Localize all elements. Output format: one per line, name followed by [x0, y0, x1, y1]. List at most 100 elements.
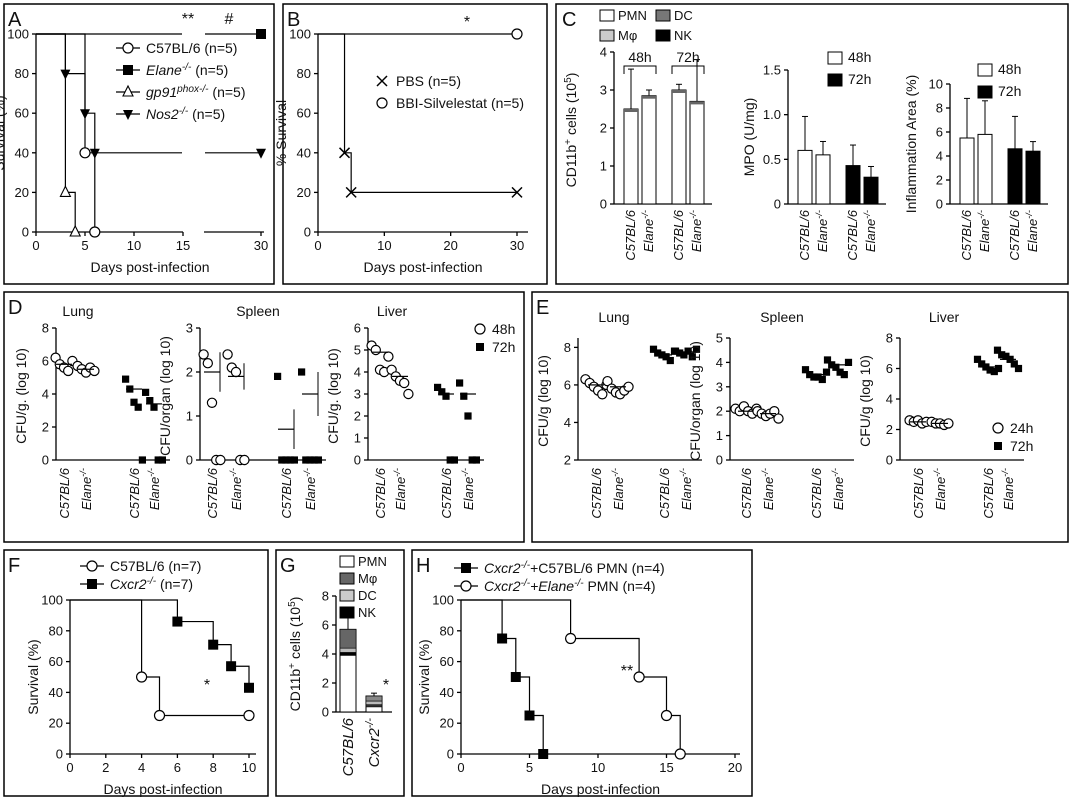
d2-group-1-point-2: [230, 366, 242, 378]
d1-group-2-point-2: [130, 398, 138, 406]
e3-y-ticklabel-0: 0: [886, 453, 893, 468]
c1-bar-2-top-segment: [672, 90, 686, 93]
f-x-ticklabel-3: 6: [174, 760, 181, 775]
h-series-1-line: [461, 599, 681, 754]
e2-group-3-point-4: [840, 371, 848, 379]
b-series-0-point-3-b: [511, 186, 523, 198]
g-legend-label-2: DC: [358, 588, 377, 603]
f-y-ticklabel-1: 20: [49, 716, 63, 731]
panel-c-frame: [555, 3, 1069, 285]
c1-legend-swatch-3: [655, 29, 671, 42]
b-x-ticklabel-0: 0: [314, 238, 321, 253]
a-series-3-point-1: [60, 69, 71, 80]
f-x-label: Days post-infection: [103, 781, 222, 797]
g-bar-1-segment-0: [365, 695, 383, 702]
c1-bar-3-top-segment: [690, 101, 704, 105]
a-series-1-point-1: [256, 29, 266, 39]
panel-h-frame: [411, 549, 753, 797]
c1-legend-swatch-2: [599, 29, 615, 42]
panel-label-g: G: [280, 555, 296, 577]
d3-group-3-point-3: [468, 456, 476, 464]
f-y-ticklabel-5: 100: [41, 593, 63, 608]
e3-y-ticklabel-1: 2: [886, 422, 893, 437]
e1-y-label: CFU/g (log 10): [535, 355, 551, 447]
a-x-ticklabel-2: 10: [127, 238, 141, 253]
e2-y-ticklabel-0: 0: [716, 453, 723, 468]
c3-y-ticklabel-5: 10: [929, 77, 943, 92]
c1-x-ticklabel-1: Elane-/-: [640, 210, 656, 252]
panel-label-h: H: [416, 555, 430, 577]
c2-y-ticklabel-1: 0.5: [763, 152, 781, 167]
f-y-label: Survival (%): [25, 639, 41, 714]
e1-x-ticklabel-3: Elane-/-: [678, 468, 694, 510]
c1-y-ticklabel-2: 2: [600, 121, 607, 136]
a-y-ticklabel-1: 20: [15, 185, 29, 200]
c2-x-ticklabel-2: C57BL/6: [845, 209, 860, 260]
c3-x-ticklabel-3: Elane-/-: [1024, 210, 1040, 252]
d2-group-0-point-1: [202, 358, 213, 369]
f-annotation-0: *: [204, 677, 210, 694]
d2-y-label: CFU/organ (log 10): [157, 336, 173, 456]
a-y-ticklabel-2: 40: [15, 145, 29, 160]
d1-title: Lung: [62, 303, 93, 319]
a-legend-marker-2: [122, 84, 134, 97]
d3-x-ticklabel-2: C57BL/6: [439, 467, 454, 518]
c2-y-ticklabel-3: 1.5: [763, 63, 781, 78]
d3-y-ticklabel-2: 2: [354, 409, 361, 424]
e3-group-3-point-0: [993, 346, 1002, 354]
c3-bar-2: [1007, 148, 1023, 205]
h-series-0-point-1: [497, 633, 508, 644]
c1-bar-0: [623, 108, 639, 205]
g-bar-0-segment-1: [339, 647, 357, 653]
d3-group-2-point-1: [438, 388, 446, 396]
d2-x-ticklabel-0: C57BL/6: [205, 467, 220, 518]
a-legend-label-2: gp91phox-/- (n=5): [146, 84, 246, 101]
e2-group-2-point-0: [801, 366, 810, 374]
b-annotation-0: *: [464, 14, 470, 31]
d2-x-ticklabel-1: Elane-/-: [228, 468, 244, 510]
e3-group-3-point-5: [1014, 364, 1023, 373]
d1-y-ticklabel-1: 2: [42, 420, 49, 435]
g-legend-label-1: Mφ: [358, 571, 377, 586]
d1-x-ticklabel-0: C57BL/6: [57, 467, 72, 518]
f-legend-marker-0: [86, 560, 98, 572]
h-x-ticklabel-2: 10: [591, 760, 605, 775]
d1-x-ticklabel-3: Elane-/-: [146, 468, 162, 510]
f-x-ticklabel-5: 10: [242, 760, 256, 775]
c3-legend-label-0: 48h: [998, 61, 1021, 77]
e2-y-ticklabel-1: 1: [716, 428, 723, 443]
h-legend-marker-1: [460, 580, 472, 592]
panel-label-f: F: [8, 555, 20, 577]
d2-group-1-point-0: [222, 349, 233, 360]
c2-y-ticklabel-0: 0: [774, 197, 781, 212]
f-y-ticklabel-3: 60: [49, 654, 63, 669]
d3-group-2-point-0: [434, 383, 442, 391]
d2-group-0-point-4: [215, 454, 226, 466]
c3-y-label: Inflammation Area (%): [903, 75, 919, 214]
d3-group-0-point-4: [383, 351, 394, 362]
h-series-0-line: [461, 599, 544, 754]
d3-group-3-point-1: [460, 392, 468, 400]
d2-title: Spleen: [236, 303, 280, 319]
g-y-ticklabel-3: 6: [322, 618, 329, 633]
d1-group-2-point-3: [134, 403, 142, 411]
d3-y-label: CFU/g. (log 10): [325, 348, 341, 444]
d-legend-label-1: 72h: [492, 339, 515, 355]
panel-b-frame: [282, 3, 548, 285]
d2-y-ticklabel-1: 1: [186, 409, 193, 424]
d3-y-ticklabel-3: 3: [354, 387, 361, 402]
a-series-3-point-3: [89, 148, 100, 159]
c1-legend-label-3: NK: [674, 28, 692, 43]
c1-y-ticklabel-1: 1: [600, 159, 607, 174]
d3-y-ticklabel-0: 0: [354, 453, 361, 468]
b-y-ticklabel-0: 0: [304, 225, 311, 240]
e1-group-2-point-4: [666, 356, 674, 365]
d2-group-1-point-4: [239, 454, 250, 466]
c2-legend-swatch-0: [827, 51, 843, 65]
e3-y-ticklabel-2: 4: [886, 392, 893, 407]
e2-x-ticklabel-3: Elane-/-: [830, 468, 846, 510]
panel-g-frame: [275, 549, 405, 797]
f-series-1-point-1: [172, 616, 183, 627]
e3-group-2-point-3: [986, 366, 994, 374]
